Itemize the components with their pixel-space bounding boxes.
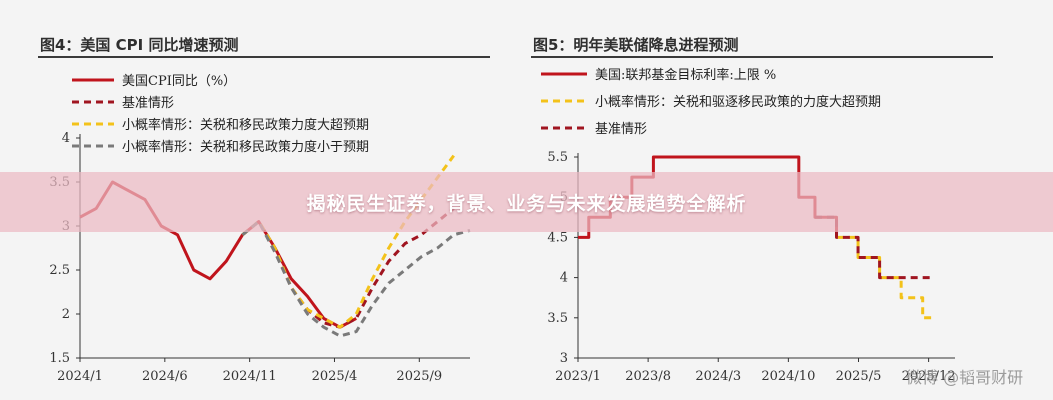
chart5-y-tick-label: 4 xyxy=(560,271,568,286)
article-banner: 揭秘民生证券，背景、业务与未来发展趋势全解析 xyxy=(0,172,1053,232)
chart4-y-tick-label: 1.5 xyxy=(49,351,70,366)
chart5-x-tick-label: 2023/8 xyxy=(625,369,671,384)
chart4-legend-label-3: 小概率情形：关税和移民政策力度小于预期 xyxy=(122,139,369,155)
chart5-x-tick-label: 2025/5 xyxy=(836,369,882,384)
chart5-x-tick-label: 2025/12 xyxy=(902,369,956,384)
chart4-x-tick-label: 2025/4 xyxy=(312,369,358,384)
chart4-x-tick-label: 2024/1 xyxy=(57,369,103,384)
chart5-legend-label-1: 小概率情形：关税和驱逐移民政策的力度大超预期 xyxy=(595,94,881,110)
weibo-watermark: 微博 @韬哥财研 xyxy=(906,368,1024,387)
chart4-x-tick-label: 2025/9 xyxy=(396,369,442,384)
chart4-x-tick-label: 2024/6 xyxy=(142,369,188,384)
chart5-legend-label-2: 基准情形 xyxy=(595,122,647,137)
chart4-y-tick-label: 4 xyxy=(62,131,70,146)
chart5-series-line-1 xyxy=(836,235,934,320)
chart4-legend-label-0: 美国CPI同比（%） xyxy=(122,74,236,89)
chart4-legend-label-1: 基准情形 xyxy=(122,96,174,111)
chart5-y-tick-label: 4.5 xyxy=(547,230,568,245)
chart5-x-tick-label: 2024/3 xyxy=(695,369,741,384)
figure-4-title: 图4：美国 CPI 同比增速预测 xyxy=(40,36,239,54)
chart4-legend-label-2: 小概率情形：关税和移民政策力度大超预期 xyxy=(122,117,369,133)
chart5-x-tick-label: 2023/1 xyxy=(555,369,601,384)
chart4-y-tick-label: 2.5 xyxy=(49,263,70,278)
chart5-y-tick-label: 5.5 xyxy=(547,150,568,165)
chart5-x-tick-label: 2024/10 xyxy=(761,369,815,384)
banner-title: 揭秘民生证券，背景、业务与未来发展趋势全解析 xyxy=(306,192,747,215)
chart5-y-tick-label: 3 xyxy=(560,351,568,366)
chart5-legend-label-0: 美国:联邦基金目标利率:上限 % xyxy=(595,67,776,83)
chart4-x-tick-label: 2024/11 xyxy=(223,369,277,384)
chart4-y-tick-label: 2 xyxy=(62,307,70,322)
chart4-series-line-2 xyxy=(241,154,455,329)
figure-5-title-rule xyxy=(531,56,993,58)
chart4-series-line-3 xyxy=(241,220,471,338)
chart5-y-tick-label: 3.5 xyxy=(547,311,568,326)
figure-5-title: 图5：明年美联储降息进程预测 xyxy=(533,36,739,54)
figure-4-title-rule xyxy=(38,56,490,58)
chart4-series-line-1 xyxy=(241,207,455,329)
